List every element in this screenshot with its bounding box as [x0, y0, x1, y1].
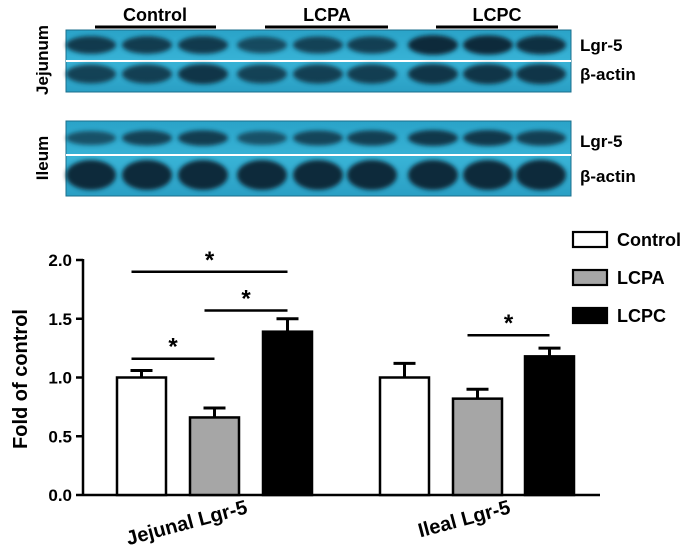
blot-band: [293, 159, 343, 191]
legend-swatch: [571, 230, 609, 249]
blot-band: [237, 159, 287, 191]
blot-band: [178, 159, 228, 191]
bar: [261, 330, 314, 497]
y-tick-label: 2.0: [48, 251, 72, 270]
blot-bands: [66, 35, 566, 85]
blot-group-headers: Control LCPA LCPC: [95, 5, 558, 29]
significance-star: *: [168, 334, 178, 361]
blot-tissue-label: Ileum: [33, 136, 52, 180]
legend-label: LCPC: [617, 306, 666, 326]
significance-marks: * * * *: [131, 247, 550, 361]
y-axis-label: Fold of control: [10, 309, 32, 449]
blot-band: [293, 130, 343, 146]
blot-panel-ileum: Ileum Lgr-5 β-actin: [33, 120, 636, 197]
blot-band: [237, 131, 287, 145]
blot-band: [463, 130, 513, 146]
blot-band: [237, 36, 287, 54]
y-tick-label: 0.0: [48, 486, 72, 505]
blot-band: [516, 159, 566, 191]
blot-band: [347, 36, 397, 54]
blot-band: [408, 35, 458, 55]
group-label-lcpc: LCPC: [473, 5, 522, 25]
bars: [115, 317, 576, 497]
blot-band: [408, 159, 458, 191]
legend-swatch: [571, 268, 609, 287]
x-tick-label: Jejunal Lgr-5: [124, 497, 250, 550]
bar: [523, 355, 576, 497]
blot-band: [408, 63, 458, 85]
blot-band: [178, 63, 228, 85]
blot-band: [293, 64, 343, 84]
blot-panel-jejunum: Jejunum Lgr-5 β-actin: [33, 25, 636, 95]
bar: [115, 376, 168, 497]
bar: [451, 397, 504, 497]
blot-band: [408, 130, 458, 146]
group-label-control: Control: [123, 5, 187, 25]
y-tick-label: 1.5: [48, 310, 72, 329]
blot-band: [516, 130, 566, 146]
bar: [188, 416, 241, 497]
significance-star: *: [241, 286, 251, 313]
bar-chart: Fold of control 0.0 0.5 1.0 1.5 2.0 * * * * Jej…: [10, 230, 681, 550]
blot-band: [122, 64, 172, 84]
blot-band: [516, 63, 566, 85]
significance-star: *: [205, 247, 215, 274]
blot-tissue-label: Jejunum: [33, 25, 52, 95]
blot-bands: [66, 130, 566, 191]
blot-band: [66, 64, 116, 84]
legend-label: Control: [617, 230, 681, 250]
blot-row-label: Lgr-5: [580, 132, 623, 151]
blot-band: [122, 36, 172, 54]
blot-band: [66, 36, 116, 54]
blot-band: [347, 159, 397, 191]
blot-band: [463, 35, 513, 55]
group-label-lcpa: LCPA: [303, 5, 351, 25]
x-axis-tick-labels: Jejunal Lgr-5 Ileal Lgr-5: [124, 497, 513, 550]
blot-band: [516, 35, 566, 55]
blot-band: [347, 64, 397, 84]
significance-star: *: [504, 310, 514, 337]
y-tick-label: 0.5: [48, 427, 72, 446]
legend-label: LCPA: [617, 268, 665, 288]
blot-band: [66, 131, 116, 145]
blot-row-label: Lgr-5: [580, 36, 623, 55]
bar: [378, 376, 431, 497]
y-tick-label: 1.0: [48, 369, 72, 388]
legend-swatch: [571, 306, 609, 325]
blot-band: [122, 130, 172, 146]
blot-band: [122, 159, 172, 191]
blot-band: [237, 64, 287, 84]
blot-band: [66, 159, 116, 191]
blot-band: [293, 36, 343, 54]
blot-band: [463, 159, 513, 191]
legend: Control LCPA LCPC: [571, 230, 681, 326]
blot-band: [463, 63, 513, 85]
blot-band: [347, 130, 397, 146]
y-axis: 0.0 0.5 1.0 1.5 2.0: [48, 251, 600, 505]
x-tick-label: Ileal Lgr-5: [416, 497, 513, 543]
blot-row-label: β-actin: [580, 65, 636, 84]
blot-band: [178, 130, 228, 146]
blot-row-label: β-actin: [580, 167, 636, 186]
blot-band: [178, 36, 228, 54]
